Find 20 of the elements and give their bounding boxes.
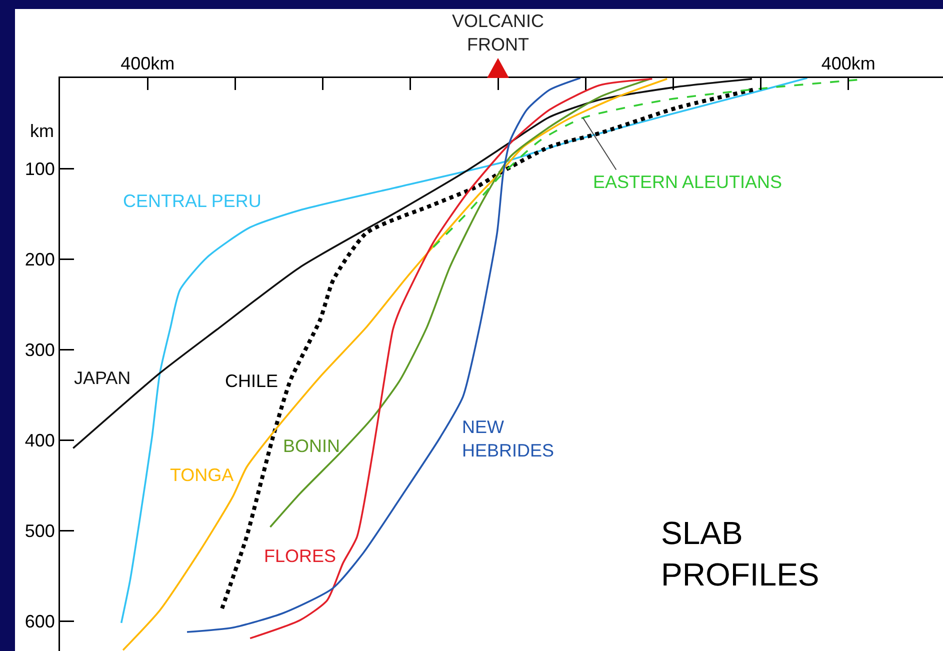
y-axis-title: km bbox=[30, 121, 54, 141]
y-tick-label: 500 bbox=[24, 520, 55, 541]
y-tick-label: 300 bbox=[24, 340, 55, 360]
series-label: CHILE bbox=[225, 371, 278, 391]
text: VOLCANIC FRONT bbox=[452, 11, 544, 54]
x-tick-label: 400km bbox=[120, 53, 175, 74]
text: EASTERN ALEUTIANS bbox=[593, 172, 782, 192]
series-label: JAPAN bbox=[74, 368, 131, 388]
series-label: FLORES bbox=[264, 546, 336, 566]
series-label: NEW HEBRIDES bbox=[462, 417, 554, 460]
line-series bbox=[432, 78, 858, 248]
series-label: CENTRAL PERU bbox=[123, 191, 262, 211]
series-label: BONIN bbox=[283, 436, 340, 456]
y-tick-label: 600 bbox=[24, 611, 55, 632]
text: SLAB PROFILES bbox=[661, 515, 820, 593]
y-tick-label: 400 bbox=[24, 430, 55, 450]
y-tick-label: 200 bbox=[24, 249, 55, 270]
series-label: TONGA bbox=[170, 465, 234, 485]
y-tick-label: 100 bbox=[24, 158, 55, 179]
x-tick-label: 400km bbox=[821, 53, 876, 74]
